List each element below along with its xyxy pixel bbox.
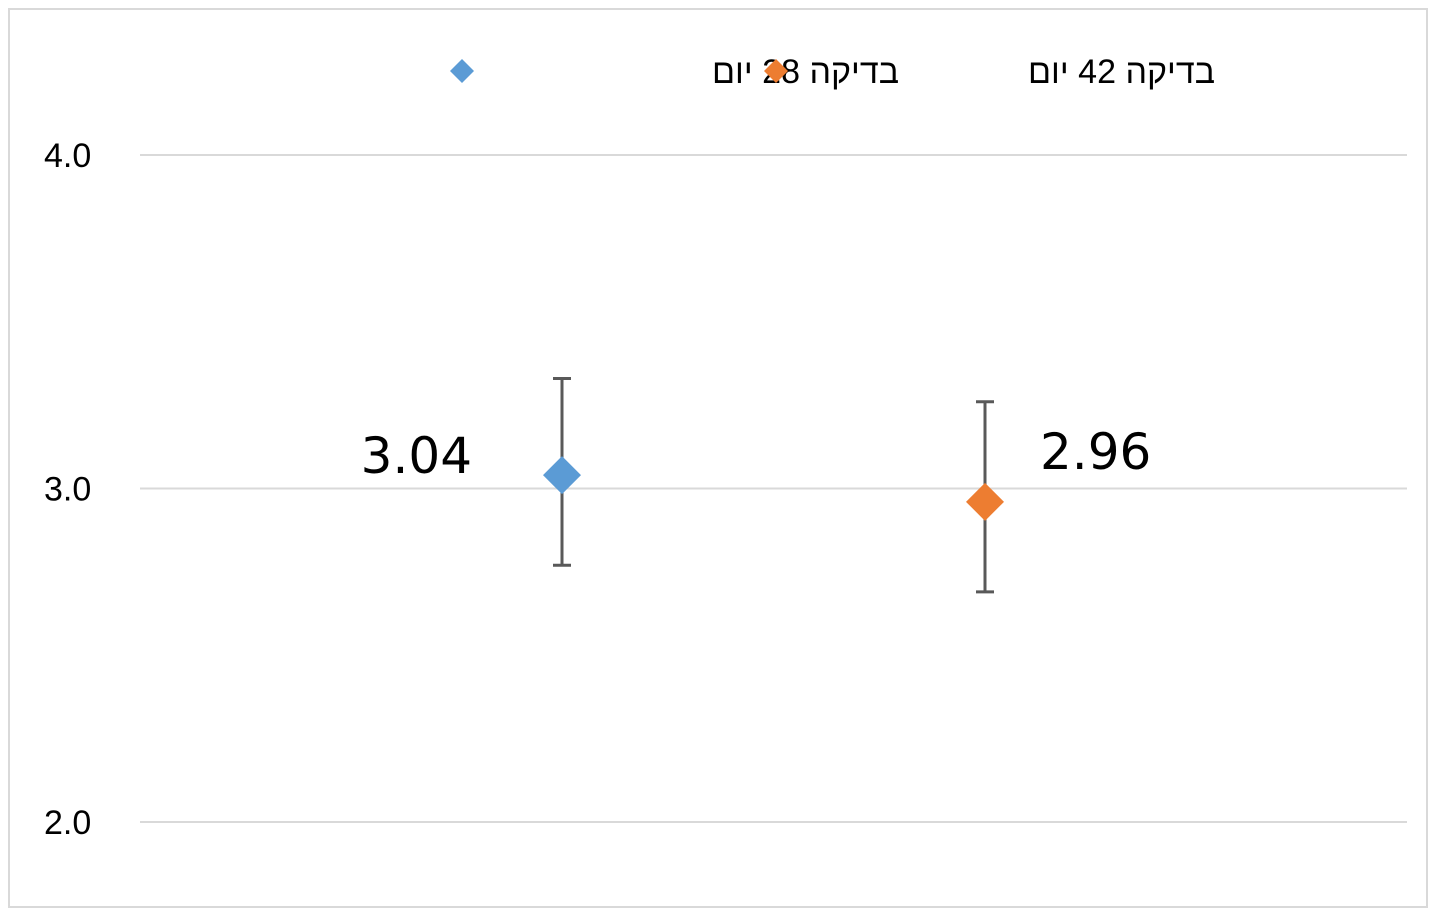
data-label-1: 3.04 <box>361 427 472 485</box>
data-marks: 3.04 2.96 <box>361 376 1151 594</box>
y-tick-label: 4.0 <box>44 137 91 175</box>
chart: 2.0 3.0 4.0 בדיקה 28 יום בדיקה 42 יום 3.04 2… <box>44 53 1407 842</box>
data-label-2: 2.96 <box>1040 423 1151 481</box>
legend: בדיקה 28 יום בדיקה 42 יום <box>450 53 1215 91</box>
legend-marker-2-icon <box>764 59 788 83</box>
gridlines <box>140 154 1407 823</box>
series-2: 2.96 <box>966 400 1151 594</box>
legend-label-2: בדיקה 42 יום <box>1028 53 1215 91</box>
data-point-2 <box>966 482 1004 521</box>
y-tick-label: 2.0 <box>44 804 91 842</box>
chart-frame <box>8 8 1428 908</box>
y-axis-tick-labels: 2.0 3.0 4.0 <box>44 137 91 842</box>
data-point-1 <box>543 456 581 495</box>
legend-marker-1-icon <box>450 59 474 83</box>
series-1: 3.04 <box>361 376 581 567</box>
legend-label-1: בדיקה 28 יום <box>712 53 899 91</box>
y-tick-label: 3.0 <box>44 471 91 509</box>
